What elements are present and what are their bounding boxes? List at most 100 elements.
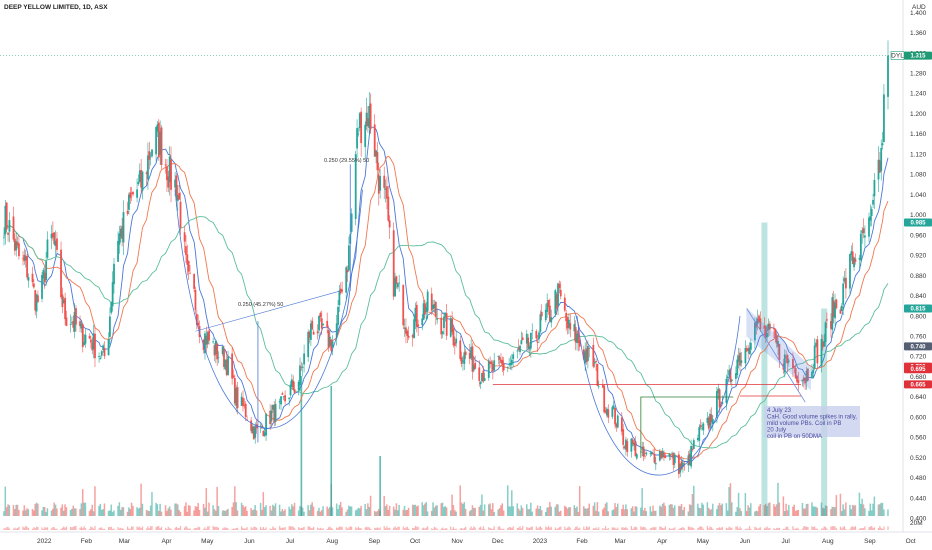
candle-body bbox=[183, 232, 186, 242]
indicator-bar bbox=[99, 527, 102, 530]
volume-bar bbox=[227, 508, 229, 516]
volume-bar bbox=[468, 511, 471, 516]
volume-bar bbox=[576, 506, 578, 516]
note-box[interactable] bbox=[764, 406, 860, 437]
time-tick-label: Jul bbox=[286, 538, 295, 545]
indicator-bar bbox=[355, 527, 357, 530]
indicator-bar bbox=[300, 527, 302, 530]
volume-bar bbox=[126, 511, 129, 516]
candle-body bbox=[119, 228, 122, 238]
volume-bar bbox=[34, 503, 36, 516]
volume-bar bbox=[824, 505, 827, 516]
indicator-bar bbox=[519, 526, 521, 530]
candle-body bbox=[187, 261, 190, 272]
candle-body bbox=[426, 291, 429, 311]
volume-bar bbox=[842, 504, 844, 516]
indicator-bar bbox=[651, 527, 653, 530]
indicator-bar bbox=[880, 527, 882, 530]
candle-body bbox=[102, 345, 105, 350]
candle-body bbox=[641, 448, 644, 450]
volume-bar bbox=[487, 504, 490, 516]
chart-title: DEEP YELLOW LIMITED, 1D, ASX bbox=[4, 4, 108, 11]
volume-bar bbox=[368, 506, 370, 516]
candle-body bbox=[107, 339, 110, 356]
candle-body bbox=[174, 179, 176, 188]
volume-bar bbox=[474, 507, 476, 516]
candle-body bbox=[696, 438, 699, 441]
indicator-bar bbox=[223, 527, 225, 530]
price-tick-label: 1.040 bbox=[910, 192, 927, 199]
candle-body bbox=[24, 256, 27, 261]
volume-bar bbox=[395, 503, 398, 516]
candle-body bbox=[626, 441, 629, 452]
indicator-bar bbox=[90, 526, 92, 530]
volume-bar bbox=[158, 510, 160, 516]
candle-body bbox=[383, 175, 386, 188]
candle-body bbox=[566, 317, 569, 329]
volume-bar bbox=[820, 502, 823, 516]
volume-bar bbox=[497, 509, 499, 516]
indicator-bar bbox=[79, 527, 81, 530]
candle-body bbox=[834, 302, 836, 319]
indicator-bar bbox=[842, 526, 844, 530]
indicator-bar bbox=[526, 527, 528, 530]
candle-body bbox=[658, 451, 661, 461]
indicator-bar bbox=[750, 528, 752, 530]
candle-body bbox=[726, 376, 729, 379]
indicator-bar bbox=[103, 528, 106, 530]
volume-bar bbox=[595, 510, 597, 516]
indicator-bar bbox=[489, 527, 491, 530]
indicator-bar bbox=[598, 527, 600, 530]
volume-bar bbox=[217, 505, 220, 516]
price-tag-symbol-box bbox=[890, 51, 905, 60]
indicator-bar bbox=[488, 527, 490, 530]
volume-bar bbox=[483, 504, 486, 516]
volume-bar bbox=[728, 487, 730, 516]
indicator-bar bbox=[281, 527, 283, 530]
price-tick-label: 1.200 bbox=[910, 111, 927, 118]
candle-body bbox=[519, 345, 521, 352]
volume-bar bbox=[109, 510, 111, 516]
volume-bar bbox=[179, 511, 182, 516]
indicator-bar bbox=[137, 527, 140, 530]
candle-body bbox=[293, 389, 296, 394]
time-tick-label: 2023 bbox=[533, 538, 548, 545]
volume-bar bbox=[669, 504, 672, 516]
volume-bar bbox=[414, 504, 417, 516]
volume-bar bbox=[550, 506, 552, 516]
volume-bar bbox=[758, 506, 760, 516]
indicator-bar bbox=[719, 527, 721, 530]
volume-bar bbox=[282, 511, 285, 516]
price-tick-label: 0.720 bbox=[910, 354, 927, 361]
volume-bar bbox=[424, 503, 426, 516]
indicator-bar bbox=[132, 526, 134, 530]
volume-bar bbox=[42, 506, 45, 516]
candle-body bbox=[671, 452, 673, 454]
price-tag bbox=[904, 218, 932, 227]
indicator-bar bbox=[308, 526, 311, 530]
candle-body bbox=[365, 112, 368, 126]
candle-body bbox=[531, 330, 534, 331]
candle-body bbox=[854, 258, 857, 262]
volume-bar bbox=[4, 486, 7, 516]
volume-bar bbox=[726, 510, 729, 516]
volume-bar bbox=[679, 506, 681, 516]
indicator-bar bbox=[492, 528, 494, 530]
indicator-bar bbox=[83, 526, 85, 530]
volume-bar bbox=[145, 509, 148, 516]
volume-bar bbox=[470, 509, 472, 516]
indicator-bar bbox=[421, 528, 423, 530]
candle-body bbox=[166, 166, 168, 181]
candle-body bbox=[70, 322, 73, 323]
indicator-bar bbox=[746, 528, 748, 530]
candle-body bbox=[539, 314, 542, 332]
indicator-bar bbox=[69, 527, 72, 530]
volume-bar bbox=[559, 510, 562, 516]
indicator-bar bbox=[184, 527, 186, 530]
volume-bar bbox=[612, 509, 615, 516]
candle-body bbox=[582, 349, 585, 360]
indicator-bar bbox=[767, 528, 770, 530]
time-tick-label: Mar bbox=[614, 538, 626, 545]
indicator-bar bbox=[185, 526, 187, 530]
